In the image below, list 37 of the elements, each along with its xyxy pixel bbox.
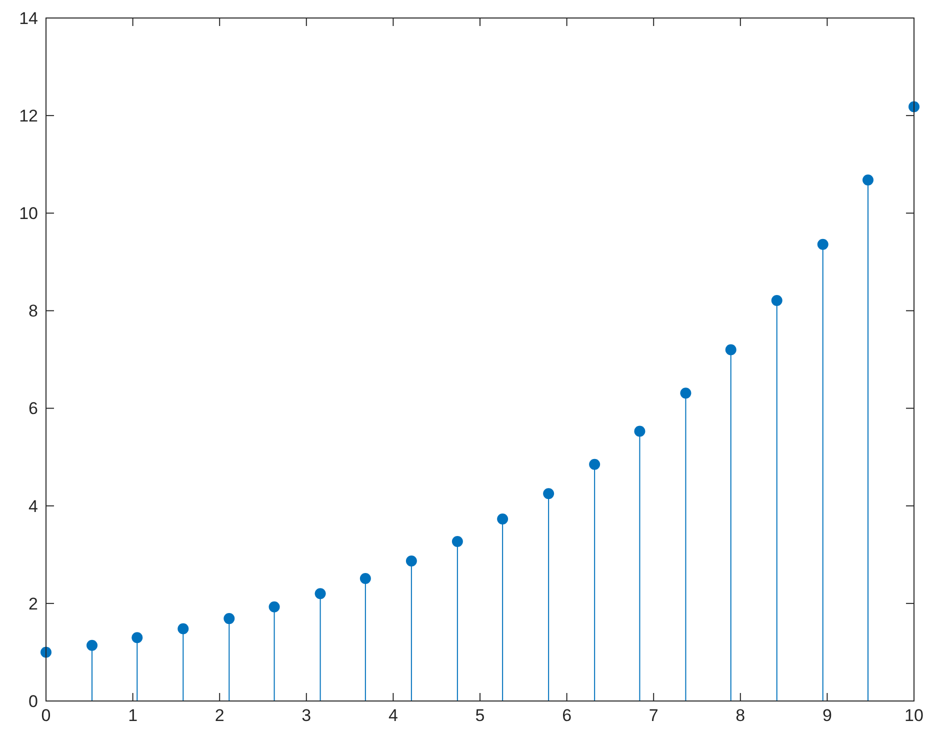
x-tick-label: 8 [736,706,746,725]
y-tick-label: 0 [28,692,38,711]
point [680,388,692,399]
point [543,488,554,500]
x-tick-label: 4 [388,706,398,725]
point [178,623,189,634]
point [452,536,463,547]
point [634,426,646,437]
x-tick-label: 2 [214,706,224,725]
point [817,238,828,250]
x-tick-label: 3 [302,706,312,725]
y-tick-label: 6 [28,399,38,418]
point [86,640,98,651]
point [268,601,280,612]
point [862,174,874,186]
point [406,555,417,566]
x-tick-label: 9 [822,706,832,725]
y-tick-label: 14 [19,8,38,28]
point [497,514,508,525]
point [725,344,736,356]
point [360,573,371,584]
y-tick-label: 10 [19,204,38,224]
x-tick-label: 5 [475,706,485,725]
point [132,632,143,644]
point [589,458,600,470]
x-tick-label: 1 [128,706,138,725]
y-tick-label: 4 [28,496,38,516]
x-tick-label: 6 [562,706,572,725]
y-tick-label: 2 [28,594,38,614]
point [224,613,235,624]
point [771,294,782,306]
y-tick-label: 12 [19,106,38,126]
x-tick-label: 7 [648,706,658,725]
x-tick-label: 0 [41,706,51,725]
y-tick-label: 8 [28,302,38,321]
point [314,588,326,600]
x-tick-label: 10 [904,706,924,725]
